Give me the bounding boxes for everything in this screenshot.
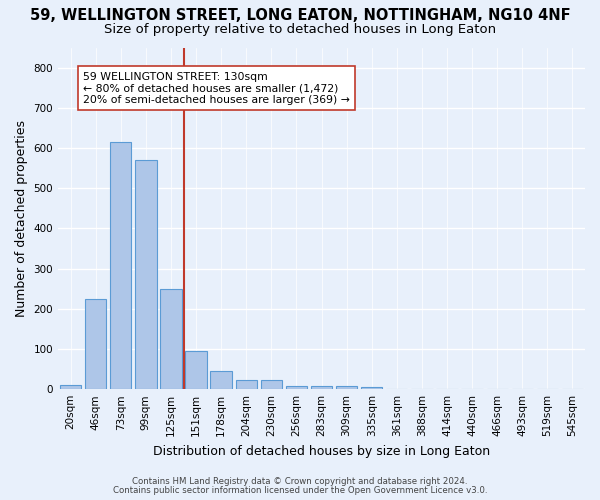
Text: Size of property relative to detached houses in Long Eaton: Size of property relative to detached ho… <box>104 22 496 36</box>
Bar <box>211 371 232 389</box>
Bar <box>185 351 207 389</box>
Bar <box>236 380 257 389</box>
Text: 59, WELLINGTON STREET, LONG EATON, NOTTINGHAM, NG10 4NF: 59, WELLINGTON STREET, LONG EATON, NOTTI… <box>29 8 571 22</box>
Bar <box>361 387 382 389</box>
Text: Contains HM Land Registry data © Crown copyright and database right 2024.: Contains HM Land Registry data © Crown c… <box>132 477 468 486</box>
X-axis label: Distribution of detached houses by size in Long Eaton: Distribution of detached houses by size … <box>153 444 490 458</box>
Y-axis label: Number of detached properties: Number of detached properties <box>15 120 28 317</box>
Bar <box>336 386 357 389</box>
Bar <box>60 385 81 389</box>
Bar <box>160 288 182 389</box>
Text: Contains public sector information licensed under the Open Government Licence v3: Contains public sector information licen… <box>113 486 487 495</box>
Bar <box>311 386 332 389</box>
Bar <box>286 386 307 389</box>
Bar <box>110 142 131 389</box>
Bar <box>135 160 157 389</box>
Text: 59 WELLINGTON STREET: 130sqm
← 80% of detached houses are smaller (1,472)
20% of: 59 WELLINGTON STREET: 130sqm ← 80% of de… <box>83 72 350 105</box>
Bar <box>260 380 282 389</box>
Bar <box>85 298 106 389</box>
